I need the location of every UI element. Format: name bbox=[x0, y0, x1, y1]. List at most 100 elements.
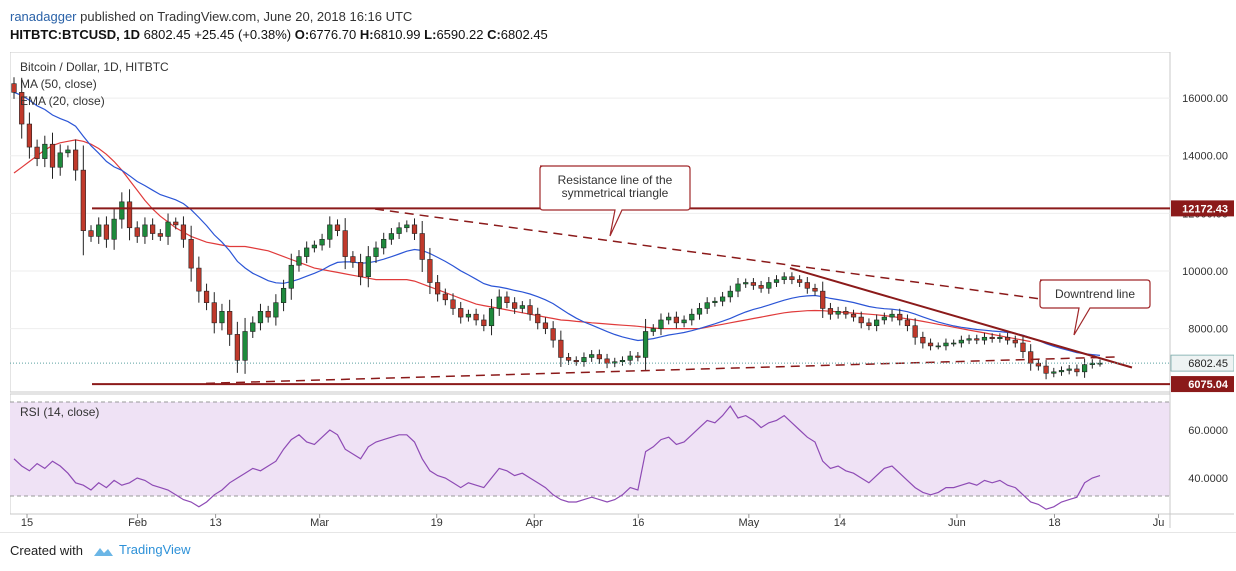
candle-body bbox=[904, 319, 911, 327]
candle-body bbox=[981, 336, 988, 341]
candle-body bbox=[550, 328, 556, 341]
time-tick-label: 15 bbox=[21, 517, 33, 528]
candle-body bbox=[519, 305, 525, 309]
footer: Created with TradingView bbox=[0, 532, 1236, 571]
chart-area[interactable]: 16000.0014000.0012000.0010000.008000.001… bbox=[9, 51, 1235, 529]
candle-body bbox=[943, 342, 949, 347]
rsi-path bbox=[13, 404, 1101, 510]
last-price-label: 6802.45 bbox=[1188, 358, 1228, 370]
publisher-link[interactable]: ranadagger bbox=[10, 9, 77, 24]
candle-body bbox=[719, 296, 726, 302]
candle-body bbox=[1081, 364, 1088, 373]
candle-body bbox=[1058, 370, 1065, 373]
candle-body bbox=[180, 224, 187, 240]
published-text: published on TradingView.com, June 20, 2… bbox=[80, 9, 413, 24]
candle-body bbox=[319, 238, 325, 246]
candle-body bbox=[296, 256, 302, 266]
price-tick-label: 10000.00 bbox=[1182, 266, 1228, 278]
candle-body bbox=[881, 316, 887, 321]
legend-title: Bitcoin / Dollar, 1D, HITBTC bbox=[20, 60, 169, 74]
legend-ma[interactable]: MA (50, close) bbox=[20, 77, 97, 91]
candle-body bbox=[874, 319, 880, 327]
candle-body bbox=[126, 201, 133, 229]
chart-legend: Bitcoin / Dollar, 1D, HITBTC MA (50, clo… bbox=[20, 59, 169, 110]
candle-body bbox=[396, 227, 402, 234]
candle-body bbox=[966, 338, 972, 341]
candle-body bbox=[165, 221, 171, 237]
candle-body bbox=[512, 302, 518, 309]
time-tick-label: Apr bbox=[526, 517, 543, 528]
candle-body bbox=[1074, 368, 1080, 373]
rsi-line bbox=[13, 404, 1101, 510]
level-price-tag bbox=[1171, 200, 1234, 217]
price-axis[interactable]: 16000.0014000.0012000.0010000.008000.001… bbox=[1170, 93, 1235, 393]
tradingview-brand[interactable]: TradingView bbox=[92, 542, 191, 557]
chart-header: ranadagger published on TradingView.com,… bbox=[0, 0, 1236, 50]
candle-body bbox=[11, 83, 17, 93]
candle-body bbox=[334, 224, 341, 231]
level-price-tag bbox=[1171, 376, 1234, 393]
candle-body bbox=[758, 285, 764, 289]
candle-body bbox=[465, 313, 472, 318]
high-label: H: bbox=[359, 27, 374, 42]
candle-body bbox=[850, 313, 857, 318]
price-pane[interactable] bbox=[9, 51, 1171, 393]
candle-body bbox=[365, 256, 371, 278]
time-tick-label: 16 bbox=[632, 517, 644, 528]
candle-body bbox=[627, 355, 633, 361]
candle-body bbox=[150, 224, 156, 234]
rsi-band-fill bbox=[10, 402, 1170, 496]
candle-body bbox=[442, 293, 448, 301]
price-chart-svg[interactable]: 16000.0014000.0012000.0010000.008000.001… bbox=[9, 51, 1235, 529]
candle-body bbox=[450, 299, 456, 309]
price-tick-label: 16000.00 bbox=[1182, 93, 1228, 105]
candle-body bbox=[727, 290, 733, 298]
candle-body bbox=[65, 149, 71, 154]
candle-body bbox=[766, 282, 772, 289]
candle-body bbox=[935, 345, 941, 348]
candle-body bbox=[773, 279, 780, 283]
candle-body bbox=[373, 247, 379, 257]
downtrend-callout-text: Downtrend line bbox=[1055, 287, 1135, 301]
candle-body bbox=[527, 305, 533, 315]
time-tick-label: Mar bbox=[310, 517, 329, 528]
candle-body bbox=[473, 313, 479, 321]
candle-body bbox=[311, 244, 317, 249]
candle-body bbox=[681, 319, 687, 324]
candle-body bbox=[797, 279, 803, 283]
rsi-axis[interactable]: 60.0000 40.0000 bbox=[1188, 425, 1228, 485]
candle-body bbox=[327, 224, 333, 240]
candle-body bbox=[73, 149, 79, 171]
candle-body bbox=[673, 316, 679, 324]
rsi-tick-label: 60.0000 bbox=[1188, 425, 1228, 437]
close-value: 6802.45 bbox=[500, 27, 548, 42]
candle-body bbox=[411, 224, 418, 234]
candle-body bbox=[42, 143, 48, 159]
candle-body bbox=[26, 123, 33, 148]
candle-body bbox=[712, 300, 718, 303]
candle-body bbox=[696, 308, 703, 315]
candle-body bbox=[951, 342, 957, 345]
time-tick-label: 18 bbox=[1048, 517, 1060, 528]
candle-body bbox=[419, 233, 425, 260]
candle-body bbox=[912, 325, 918, 338]
candle-body bbox=[111, 218, 117, 240]
candle-body bbox=[342, 230, 348, 257]
candle-body bbox=[866, 322, 872, 327]
candle-body bbox=[750, 282, 757, 286]
resistance-callout[interactable]: Resistance line of the symmetrical trian… bbox=[539, 165, 691, 237]
rsi-legend[interactable]: RSI (14, close) bbox=[20, 405, 100, 419]
grid-lines bbox=[10, 97, 1170, 330]
candle-body bbox=[280, 287, 287, 303]
candle-body bbox=[88, 230, 94, 237]
candle-body bbox=[250, 322, 256, 332]
downtrend-callout[interactable]: Downtrend line bbox=[1039, 279, 1151, 336]
time-tick-label: May bbox=[738, 517, 759, 528]
candle-body bbox=[1012, 339, 1018, 344]
candle-body bbox=[227, 311, 233, 335]
candle-body bbox=[350, 256, 356, 263]
publish-line: ranadagger published on TradingView.com,… bbox=[10, 9, 412, 24]
candle-body bbox=[743, 282, 749, 285]
legend-ema[interactable]: EMA (20, close) bbox=[20, 94, 105, 108]
time-axis[interactable]: 15 Feb 13 Mar 19 Apr 16 May 14 Jun 18 Ju bbox=[21, 514, 1164, 529]
